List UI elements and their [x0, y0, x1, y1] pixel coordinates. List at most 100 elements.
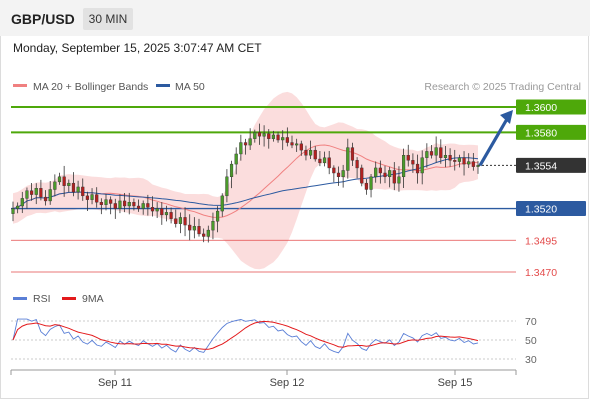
candle-body	[150, 207, 155, 212]
candle-body	[220, 195, 224, 212]
candle-body	[411, 160, 415, 165]
candle-body	[123, 200, 127, 207]
candle-body	[448, 155, 452, 161]
candle-body	[99, 201, 103, 205]
source-label: Research © 2025 Trading Central	[424, 81, 581, 93]
candle-body	[443, 155, 448, 158]
candle-body	[90, 194, 94, 200]
candle-body	[164, 212, 169, 216]
bollinger-band-area	[13, 91, 478, 270]
ma50-line	[12, 157, 479, 209]
candle-body	[239, 142, 243, 155]
ma9-legend-label: 9MA	[82, 293, 104, 305]
timestamp: Monday, September 15, 2025 3:07:47 AM CE…	[13, 41, 262, 55]
candle-body	[439, 147, 443, 158]
candle-body	[429, 151, 434, 156]
candle-body	[67, 182, 71, 186]
bollinger-bands	[13, 91, 478, 270]
candle-body	[183, 217, 187, 226]
ma20-legend-swatch	[13, 84, 27, 87]
forecast-arrow	[478, 110, 513, 167]
candle-body	[434, 147, 438, 156]
candle-body	[406, 155, 410, 161]
level-label-box	[516, 201, 586, 217]
candle-body	[57, 176, 62, 183]
candle-body	[53, 181, 57, 190]
candle-body	[402, 155, 406, 178]
candle-body	[188, 224, 192, 231]
level-labels: 1.3600 1.3580 1.3554 1.3520 1.3495 1.3470	[516, 99, 586, 279]
x-axis-label: Sep 12	[270, 377, 305, 389]
candle-body	[304, 149, 308, 156]
forecast-arrow-shaft	[478, 118, 509, 167]
candle-body	[267, 133, 271, 139]
candle-body	[136, 205, 141, 209]
candle-body	[425, 151, 429, 158]
candle-body	[104, 199, 108, 205]
timeframe-badge[interactable]: 30 MIN	[83, 8, 133, 30]
level-label-text: 1.3600	[525, 102, 557, 114]
candle-body	[388, 170, 392, 178]
candle-body	[336, 172, 341, 178]
rsi-panel: 70 50 30	[11, 316, 537, 366]
candle-body	[276, 134, 280, 141]
candle-body	[243, 142, 248, 146]
candle-body	[229, 163, 234, 178]
candle-body	[327, 157, 331, 169]
candle-body	[248, 138, 252, 146]
price-levels	[11, 106, 516, 273]
candle-body	[85, 195, 89, 200]
candle-body	[30, 190, 34, 195]
candle-body	[346, 147, 350, 171]
currency-pair: GBP/USD	[11, 11, 75, 27]
candle-body	[364, 182, 368, 190]
candle-body	[295, 143, 299, 146]
candle-body	[216, 210, 220, 222]
candle-body	[415, 163, 420, 174]
level-label-text: 1.3495	[525, 235, 557, 247]
candle-body	[160, 208, 164, 216]
ma50-legend-swatch	[156, 84, 170, 87]
candle-body	[309, 149, 313, 156]
chart-frame	[0, 36, 589, 399]
candle-body	[109, 199, 113, 204]
moving-averages	[12, 144, 479, 218]
rsi-legend: RSI 9MA	[13, 293, 104, 305]
candle-body	[234, 153, 238, 165]
candle-body	[467, 161, 471, 165]
level-label-box	[516, 157, 586, 173]
candle-body	[118, 200, 122, 209]
candle-body	[290, 142, 294, 146]
candle-body	[374, 167, 378, 178]
rsi-line	[12, 318, 479, 354]
candle-body	[313, 149, 317, 160]
candle-body	[197, 226, 201, 235]
candle-body	[383, 172, 387, 178]
candle-body	[378, 167, 382, 174]
candle-body	[211, 221, 215, 231]
candle-body	[281, 137, 285, 141]
candle-body	[141, 203, 145, 209]
candle-body	[341, 170, 345, 178]
candle-body	[43, 196, 48, 202]
candle-body	[355, 160, 359, 169]
ma9-legend-swatch	[62, 297, 76, 300]
x-axis-label: Sep 11	[98, 377, 132, 389]
level-label-text: 1.3470	[525, 267, 557, 279]
candle-body	[285, 137, 289, 143]
candle-body	[146, 203, 150, 208]
candle-body	[113, 203, 117, 209]
candle-body	[76, 186, 80, 193]
candle-body	[253, 132, 257, 139]
candle-body	[397, 176, 401, 184]
candle-body	[332, 167, 336, 174]
candle-body	[20, 198, 24, 207]
candle-body	[174, 218, 178, 224]
candle-body	[369, 176, 373, 190]
candle-body	[169, 212, 173, 219]
candle-body	[457, 157, 461, 162]
rsi-legend-swatch	[13, 297, 27, 300]
candle-body	[462, 157, 466, 165]
